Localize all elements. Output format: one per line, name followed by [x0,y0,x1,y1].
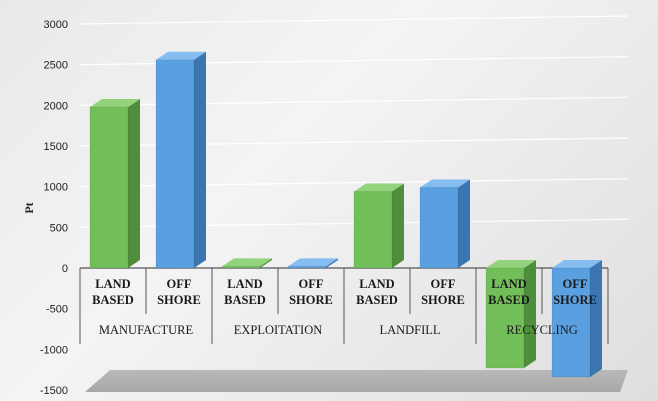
x-tick-label: BASED [488,293,530,307]
y-tick-label: 1000 [44,182,68,194]
bar [89,98,140,269]
bar [551,260,602,378]
x-tick-label: OFF [299,277,324,291]
bar-side [392,183,404,268]
y-tick-label: -1500 [40,385,68,397]
y-tick-label: 2000 [44,100,68,112]
x-tick-label: SHORE [157,293,201,307]
bar-top [354,183,404,192]
bar-front [353,191,393,269]
y-axis-label: Pt [22,202,36,213]
x-tick-label: OFF [563,277,588,291]
y-tick-label: 3000 [44,19,68,31]
bar-side [326,258,338,268]
bar [353,183,404,269]
x-tick-label: LAND [227,277,262,291]
bar-front [221,266,261,269]
x-tick-label: BASED [356,293,398,307]
bar-top [486,260,536,268]
y-tick-label: 1500 [44,141,68,153]
category-labels: LAND BASED OFF SHORE LAND BASED OFF SHORE LAND BA… [92,277,597,337]
bar [287,258,338,269]
gridline [79,15,629,25]
bar [485,260,536,369]
x-tick-label: LAND [491,277,526,291]
bar-side [524,260,536,369]
x-tick-label: LAND [359,277,394,291]
y-tick-label: 2500 [44,60,68,72]
x-tick-label: BASED [224,293,266,307]
bar-top [90,98,140,107]
y-tick-label: 500 [50,222,68,234]
y-tick-label: 0 [62,263,68,275]
bar-side [590,260,602,377]
bar-front [419,187,459,269]
bar [419,179,470,269]
x-tick-label: SHORE [289,293,333,307]
group-label: MANUFACTURE [99,323,194,337]
y-tick-label: -500 [46,304,68,316]
x-tick-label: BASED [92,293,134,307]
y-tick-label: -1000 [40,344,68,356]
bar-top [552,260,602,268]
bar-top [156,51,206,60]
bar-side [194,51,206,268]
bar-side [260,258,272,268]
bar [221,258,272,269]
x-tick-label: OFF [167,277,192,291]
bar-top [222,258,272,267]
bars [89,51,602,378]
bar [155,51,206,269]
bar-front [155,59,195,269]
group-label: RECYCLING [506,323,578,337]
bar-front [287,266,327,269]
bar-front [485,267,525,369]
group-label: EXPLOITATION [234,323,323,337]
y-axis: -1500 -1000 -500 0 500 1000 1500 2000 2500 3000 [40,19,68,397]
bar-top [288,258,338,267]
bar-side [128,98,140,269]
bar-front [89,106,129,269]
bar-top [420,179,470,188]
x-tick-label: LAND [95,277,130,291]
x-tick-label: SHORE [553,293,597,307]
x-tick-label: SHORE [421,293,465,307]
bar-front [551,267,591,378]
x-tick-label: OFF [431,277,456,291]
chart-floor [85,370,628,392]
group-label: LANDFILL [379,323,440,337]
bar-side [458,179,470,268]
